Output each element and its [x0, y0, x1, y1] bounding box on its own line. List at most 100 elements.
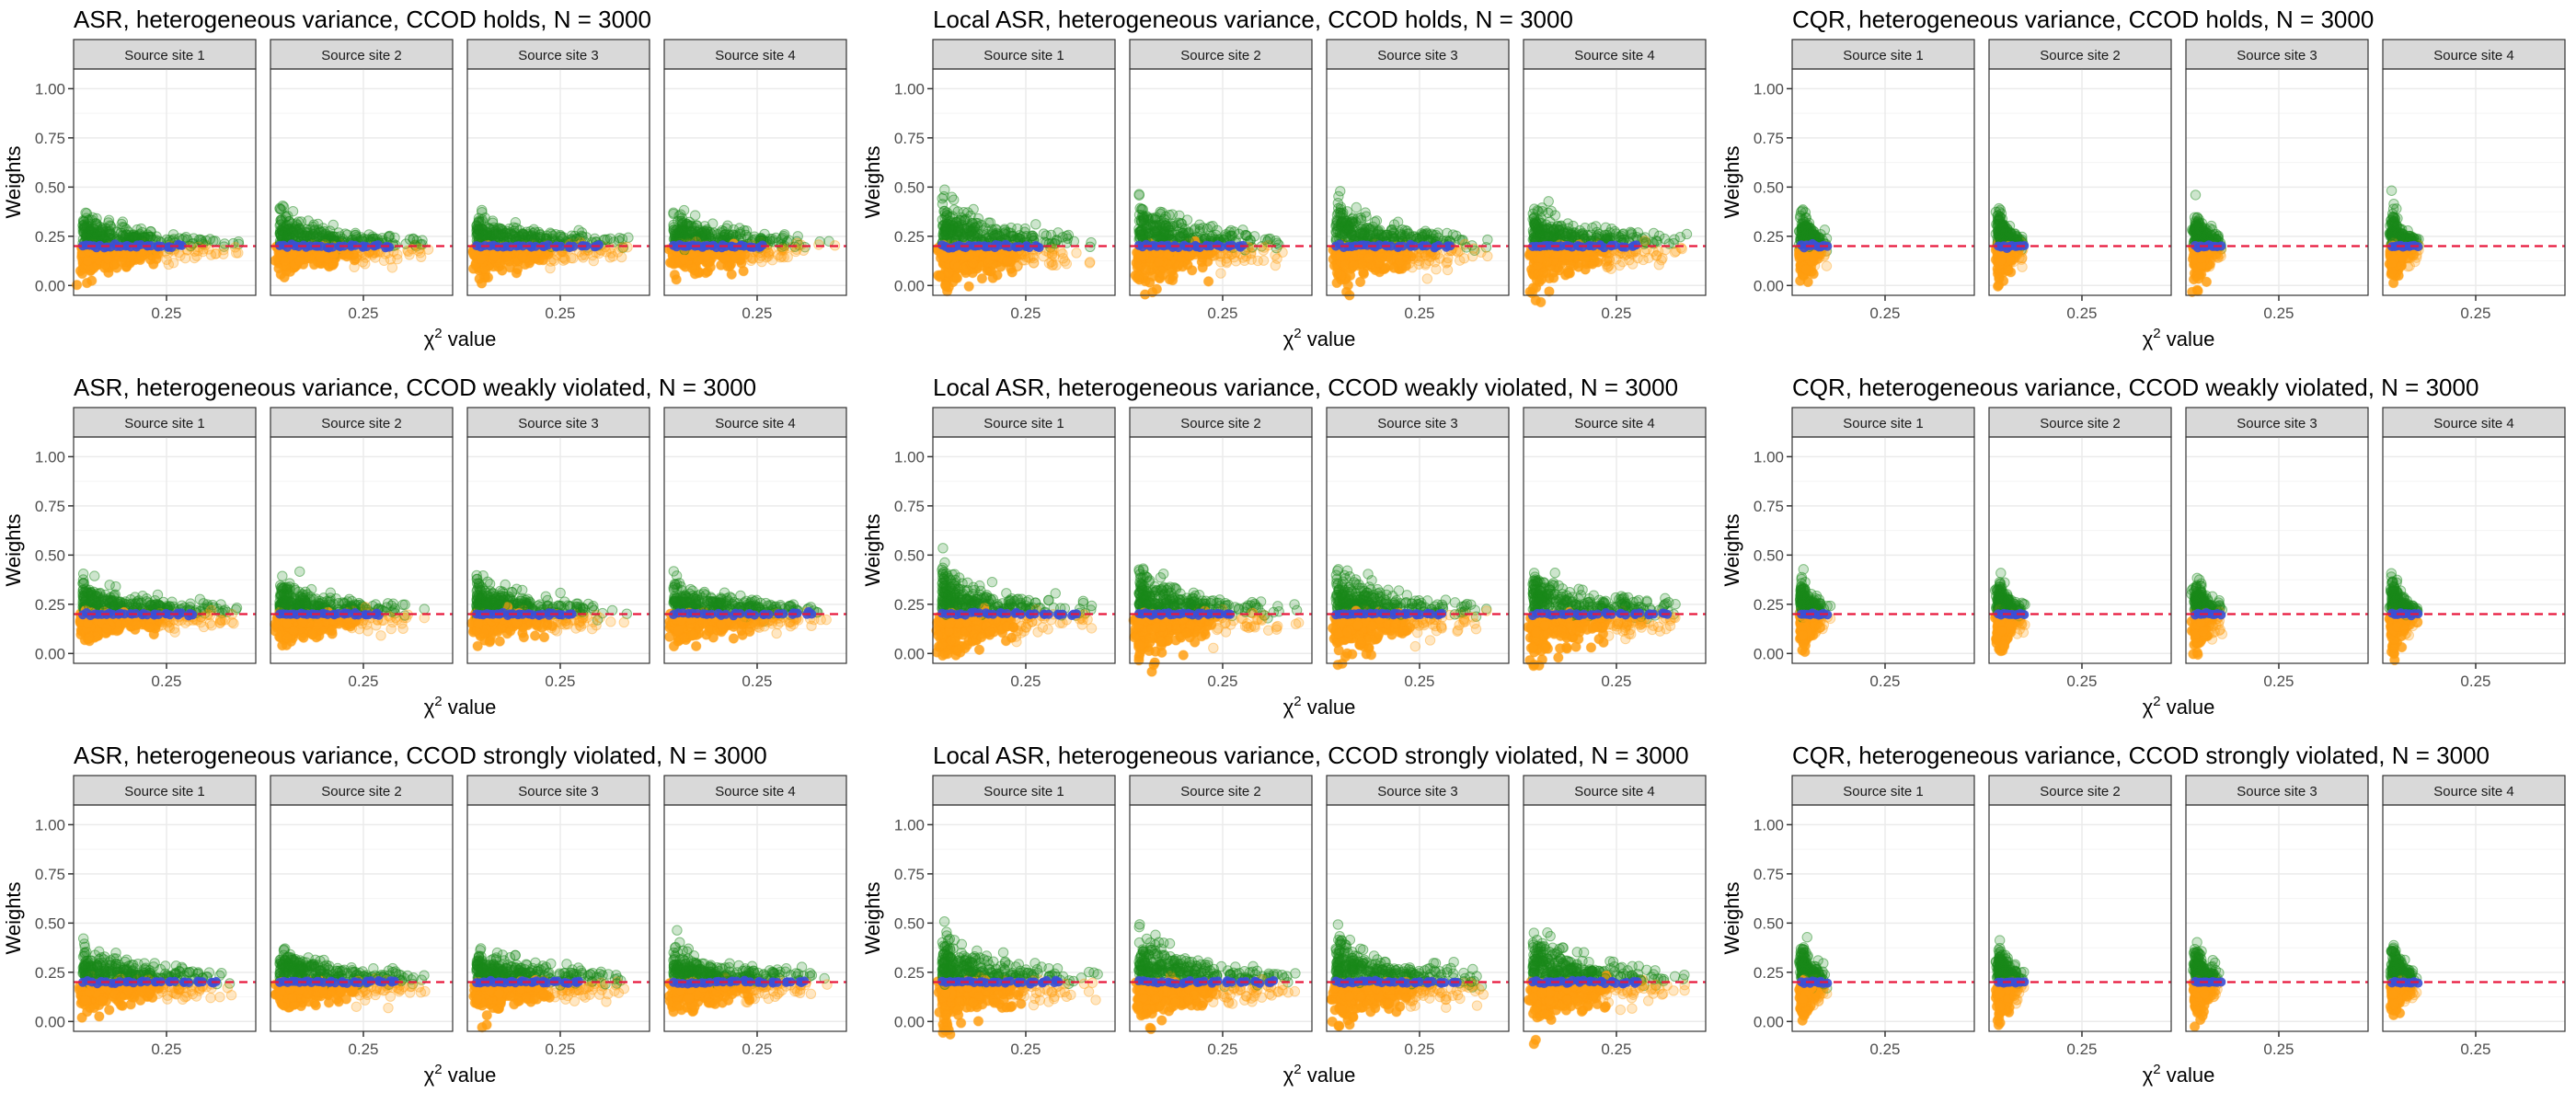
- point-orange: [218, 248, 229, 259]
- point-green: [339, 228, 351, 239]
- point-green: [277, 200, 288, 212]
- point-green: [949, 194, 960, 205]
- point-orange: [349, 261, 360, 272]
- x-axis-label: χ2 value: [1283, 326, 1356, 351]
- y-axis-label: Weights: [861, 145, 884, 218]
- point-orange: [1084, 258, 1096, 269]
- point-orange: [940, 281, 951, 292]
- subplot-title: ASR, heterogeneous variance, CCOD holds,…: [74, 6, 651, 33]
- point-orange: [705, 261, 716, 273]
- point-orange: [983, 258, 994, 269]
- y-tick-label: 0.75: [894, 130, 925, 147]
- point-orange: [1563, 268, 1574, 279]
- point-green: [958, 231, 970, 243]
- scatter-points: [1524, 196, 1693, 308]
- point-orange: [82, 256, 94, 267]
- subplot-2: Local ASR, heterogeneous variance, CCOD …: [861, 6, 1707, 351]
- point-orange: [1376, 252, 1387, 263]
- scatter-points: [270, 200, 434, 283]
- point-green: [328, 219, 339, 231]
- point-orange: [179, 252, 191, 264]
- point-orange: [1259, 242, 1270, 253]
- point-orange: [1442, 264, 1454, 276]
- point-green: [998, 228, 1010, 239]
- point-green: [283, 215, 295, 227]
- point-orange: [689, 269, 701, 280]
- facet-label: Source site 4: [715, 48, 796, 63]
- x-tick-label: 0.25: [742, 305, 772, 322]
- point-orange: [551, 249, 562, 260]
- point-orange: [1458, 253, 1470, 264]
- point-orange: [175, 250, 186, 261]
- y-tick-label: 0.75: [35, 130, 65, 147]
- facet-panel: Source site 10.25: [1791, 39, 1975, 322]
- point-green: [614, 232, 626, 244]
- point-orange: [476, 253, 488, 265]
- point-green: [623, 232, 634, 243]
- point-green: [673, 210, 684, 222]
- point-orange: [322, 253, 334, 265]
- facet-label: Source site 2: [1180, 48, 1261, 63]
- point-orange: [1358, 268, 1370, 280]
- point-orange: [1246, 248, 1257, 259]
- point-green: [1401, 228, 1413, 239]
- facet-panel: Source site 2 0.25: [1129, 39, 1313, 322]
- point-orange: [76, 268, 88, 280]
- point-orange: [1342, 280, 1354, 291]
- facet-label: Source site 3: [1377, 48, 1458, 63]
- point-orange: [1669, 247, 1681, 258]
- point-green: [81, 213, 92, 224]
- y-tick-label: 0.00: [1754, 277, 1784, 294]
- point-green: [1239, 229, 1251, 241]
- y-tick-label: 1.00: [35, 80, 65, 98]
- point-orange: [1466, 250, 1478, 262]
- point-green: [1207, 221, 1218, 232]
- y-tick-label: 0.00: [35, 277, 65, 294]
- point-green: [1332, 198, 1344, 209]
- point-green: [702, 226, 713, 237]
- x-axis-label: χ2 value: [2143, 326, 2215, 351]
- y-tick-label: 0.75: [1754, 130, 1784, 147]
- point-orange: [501, 251, 512, 262]
- point-green: [1543, 196, 1554, 207]
- point-orange: [1197, 262, 1208, 273]
- x-axis-label: χ2 value: [424, 326, 497, 351]
- point-orange: [730, 252, 742, 264]
- point-orange: [1136, 250, 1147, 261]
- point-green: [103, 214, 115, 225]
- point-orange: [1184, 250, 1195, 261]
- x-tick-label: 0.25: [545, 305, 575, 322]
- point-orange: [1538, 267, 1549, 278]
- x-tick-label: 0.25: [1207, 305, 1237, 322]
- point-green: [1156, 207, 1167, 218]
- point-orange: [963, 281, 974, 293]
- point-orange: [951, 261, 963, 273]
- point-green: [689, 210, 701, 221]
- point-green: [135, 223, 147, 235]
- subplot-1: ASR, heterogeneous variance, CCOD holds,…: [2, 6, 847, 351]
- point-orange: [1018, 255, 1029, 266]
- point-orange: [1046, 249, 1058, 260]
- point-green: [1160, 220, 1172, 232]
- point-orange: [1133, 271, 1145, 282]
- point-orange: [476, 278, 488, 289]
- point-orange: [1542, 256, 1553, 267]
- facet-panel: Source site 10.25: [932, 39, 1116, 322]
- facet-panel: Source site 30.25: [466, 39, 650, 322]
- point-green: [1150, 214, 1161, 225]
- point-green: [937, 214, 949, 225]
- point-orange: [1270, 259, 1282, 271]
- point-green: [1376, 230, 1388, 241]
- facet-label: Source site 1: [124, 48, 205, 63]
- point-orange: [568, 252, 579, 264]
- point-orange: [1144, 277, 1156, 288]
- point-orange: [350, 252, 362, 264]
- point-orange: [813, 239, 824, 250]
- point-orange: [511, 268, 523, 279]
- point-orange: [678, 254, 689, 265]
- point-orange: [587, 249, 598, 261]
- point-green: [1347, 213, 1358, 224]
- facet-strip: [73, 39, 257, 70]
- point-orange: [1344, 270, 1356, 282]
